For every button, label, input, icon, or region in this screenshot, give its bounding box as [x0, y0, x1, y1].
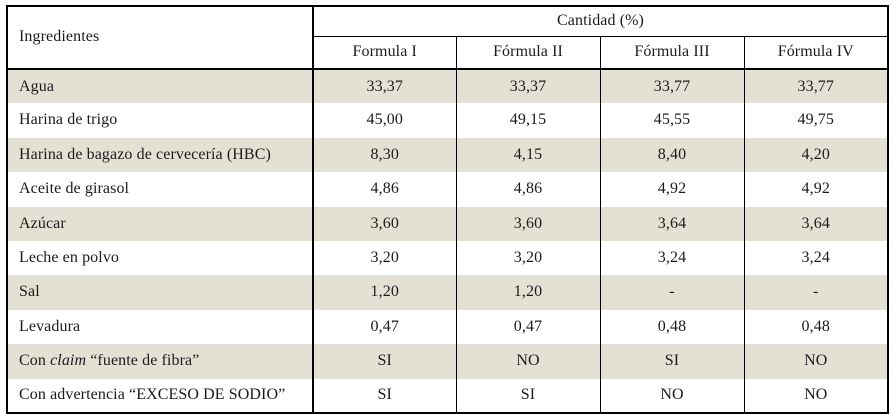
formula-column-header: Formula I [312, 36, 456, 70]
ingredient-cell: Agua [7, 69, 314, 104]
value-cell: 0,48 [743, 309, 889, 345]
value-cell: 3,64 [743, 206, 889, 241]
value-cell: 33,77 [743, 69, 889, 104]
value-cell: SI [455, 378, 600, 413]
table-row: Con claim “fuente de fibra” SI NO SI NO [7, 344, 889, 379]
value-cell: 3,20 [455, 240, 600, 276]
table-row: Aceite de girasol 4,86 4,86 4,92 4,92 [7, 172, 889, 207]
value-cell: SI [599, 344, 744, 379]
value-cell: - [743, 275, 889, 310]
value-cell: 0,47 [312, 309, 456, 345]
ingredients-column-header: Ingredientes [7, 6, 314, 70]
formulation-table-container: Ingredientes Cantidad (%) Formula I Fórmu… [6, 5, 890, 414]
ingredient-label-suffix: “fuente de fibra” [86, 352, 200, 370]
formula-column-header: Fórmula III [599, 36, 744, 70]
value-cell: - [599, 275, 744, 310]
value-cell: SI [312, 344, 456, 379]
table-row: Harina de trigo 45,00 49,15 45,55 49,75 [7, 103, 889, 138]
value-cell: 33,37 [312, 69, 456, 104]
value-cell: 49,15 [455, 103, 600, 138]
ingredient-cell: Aceite de girasol [7, 172, 314, 207]
value-cell: 4,86 [455, 172, 600, 207]
value-cell: 45,55 [599, 103, 744, 138]
formula-header-row: Formula I Fórmula II Fórmula III Fórmula IV [7, 36, 889, 70]
formula-column-header: Fórmula IV [743, 36, 889, 70]
ingredient-label-prefix: Con [19, 352, 51, 370]
value-cell: NO [455, 344, 600, 379]
value-cell: 3,64 [599, 206, 744, 241]
value-cell: NO [599, 378, 744, 413]
ingredient-cell: Con advertencia “EXCESO DE SODIO” [7, 378, 314, 413]
value-cell: 8,30 [312, 137, 456, 173]
table-row: Agua 33,37 33,37 33,77 33,77 [7, 69, 889, 104]
value-cell: 0,48 [599, 309, 744, 345]
ingredient-cell: Levadura [7, 309, 314, 345]
formulation-table: Ingredientes Cantidad (%) Formula I Fórmu… [6, 5, 890, 414]
ingredient-cell: Leche en polvo [7, 240, 314, 276]
value-cell: 0,47 [455, 309, 600, 345]
table-header: Ingredientes Cantidad (%) Formula I Fórmu… [7, 6, 889, 70]
value-cell: 4,15 [455, 137, 600, 173]
group-header-row: Ingredientes Cantidad (%) [7, 6, 889, 70]
ingredient-label-italic: claim [50, 352, 87, 370]
ingredient-cell: Harina de bagazo de cervecería (HBC) [7, 137, 314, 173]
value-cell: 3,20 [312, 240, 456, 276]
value-cell: 45,00 [312, 103, 456, 138]
value-cell: NO [743, 378, 889, 413]
table-body: Agua 33,37 33,37 33,77 33,77 Harina de trigo 4… [7, 69, 889, 413]
value-cell: 1,20 [455, 275, 600, 310]
value-cell: NO [743, 344, 889, 379]
value-cell: SI [312, 378, 456, 413]
quantity-group-header: Cantidad (%) [313, 6, 889, 37]
table-row: Levadura 0,47 0,47 0,48 0,48 [7, 309, 889, 345]
value-cell: 4,86 [312, 172, 456, 207]
value-cell: 4,92 [743, 172, 889, 207]
table-row: Harina de bagazo de cervecería (HBC) 8,30… [7, 137, 889, 173]
ingredient-cell: Con claim “fuente de fibra” [7, 344, 314, 379]
table-row: Sal 1,20 1,20- - [7, 275, 889, 310]
value-cell: 33,37 [455, 69, 600, 104]
value-cell: 1,20 [312, 275, 456, 310]
formula-column-header: Fórmula II [455, 36, 600, 70]
value-cell: 49,75 [743, 103, 889, 138]
ingredient-cell: Sal [7, 275, 314, 310]
value-cell: 3,24 [743, 240, 889, 276]
table-row: Azúcar 3,60 3,60 3,64 3,64 [7, 206, 889, 241]
table-row: Leche en polvo 3,20 3,20 3,24 3,24 [7, 240, 889, 276]
value-cell: 3,24 [599, 240, 744, 276]
value-cell: 33,77 [599, 69, 744, 104]
value-cell: 8,40 [599, 137, 744, 173]
value-cell: 3,60 [312, 206, 456, 241]
value-cell: 4,20 [743, 137, 889, 173]
value-cell: 4,92 [599, 172, 744, 207]
ingredient-cell: Azúcar [7, 206, 314, 241]
value-cell: 3,60 [455, 206, 600, 241]
table-row: Con advertencia “EXCESO DE SODIO” SI SI NO N… [7, 378, 889, 413]
ingredient-cell: Harina de trigo [7, 103, 314, 138]
